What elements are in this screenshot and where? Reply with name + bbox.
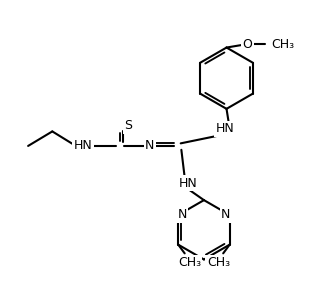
Text: CH₃: CH₃ xyxy=(178,256,201,269)
Text: N: N xyxy=(221,209,230,221)
Text: HN: HN xyxy=(215,122,234,135)
Text: S: S xyxy=(124,120,132,132)
Text: CH₃: CH₃ xyxy=(207,256,230,269)
Text: HN: HN xyxy=(74,140,92,152)
Text: N: N xyxy=(178,209,187,221)
Text: HN: HN xyxy=(179,176,197,189)
Text: N: N xyxy=(145,140,155,152)
Text: CH₃: CH₃ xyxy=(272,38,295,51)
Text: O: O xyxy=(243,38,252,51)
